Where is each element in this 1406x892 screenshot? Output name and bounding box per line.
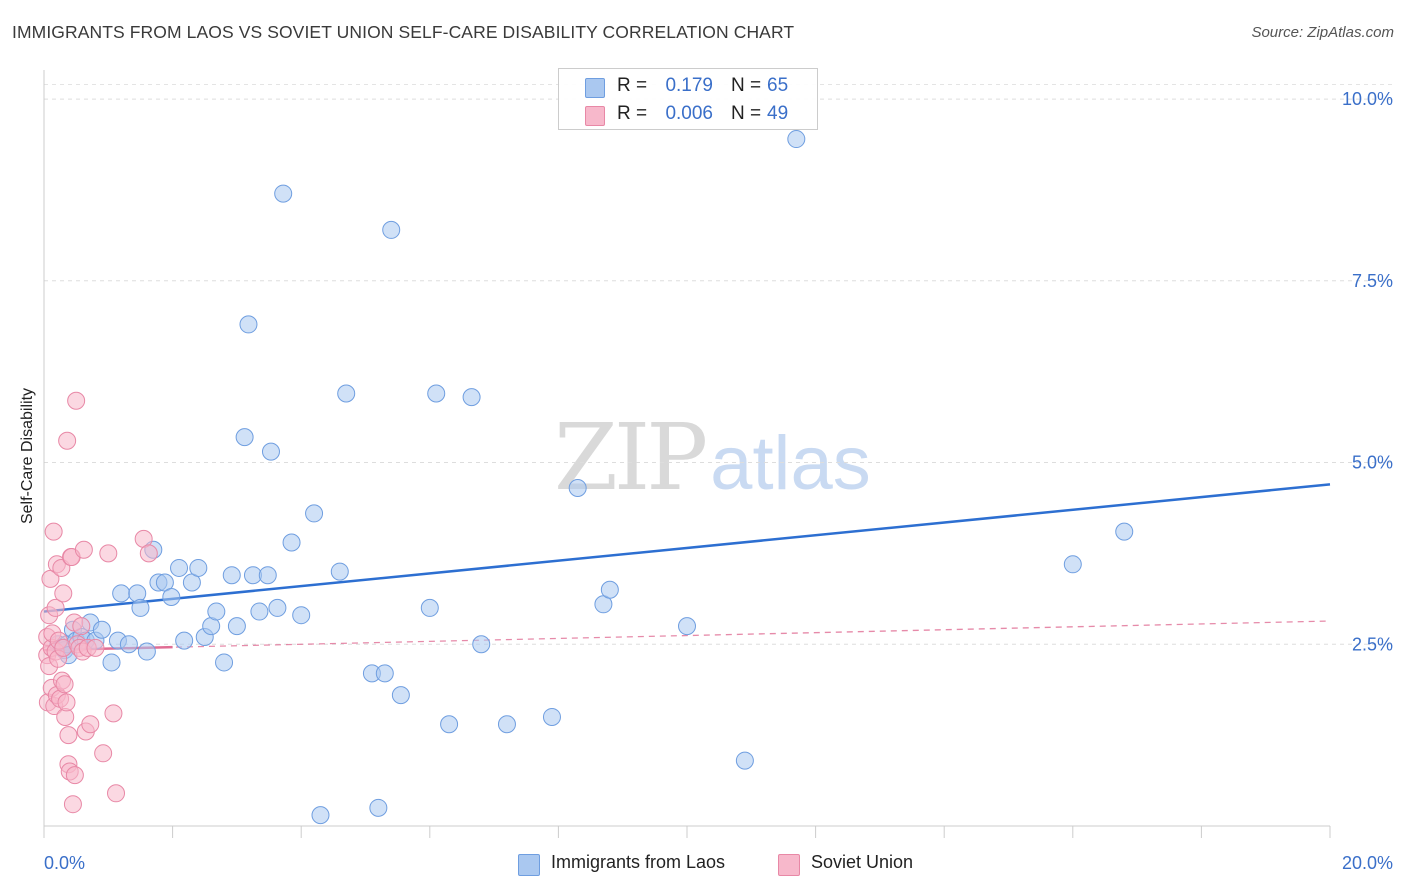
laos-point	[568, 478, 587, 497]
soviet-point	[65, 766, 84, 785]
source-label: Source: ZipAtlas.com	[1251, 24, 1394, 41]
laos-point	[497, 715, 516, 734]
soviet-point	[54, 584, 73, 603]
laos-point	[440, 715, 459, 734]
laos-point	[162, 588, 181, 607]
laos-point	[92, 620, 111, 639]
laos-point	[391, 686, 410, 705]
soviet-point	[94, 744, 113, 763]
laos-point	[292, 606, 311, 625]
axes	[43, 70, 1331, 838]
laos-point	[112, 584, 131, 603]
r-value: 0.179	[665, 75, 713, 96]
y-tick-label: 10.0%	[1342, 89, 1393, 109]
laos-point	[261, 442, 280, 461]
laos-point	[427, 384, 446, 403]
stats-row-soviet: R = 0.006 N = 49	[559, 100, 817, 128]
laos-point	[268, 598, 287, 617]
x-tick-label: 0.0%	[44, 853, 85, 873]
laos-point	[131, 598, 150, 617]
soviet-point	[74, 540, 93, 559]
legend-swatch-laos	[518, 854, 540, 876]
laos-point	[311, 806, 330, 825]
soviet-point	[67, 391, 86, 410]
tick-labels: 2.5% 5.0% 7.5% 10.0% 0.0% 20.0%	[44, 89, 1393, 873]
r-value: 0.006	[665, 103, 713, 124]
laos-point	[239, 315, 258, 334]
laos-point	[175, 631, 194, 650]
laos-point	[472, 635, 491, 654]
soviet-point	[59, 726, 78, 745]
laos-point	[420, 598, 439, 617]
laos-point	[102, 653, 121, 672]
x-tick-label: 20.0%	[1342, 853, 1393, 873]
soviet-point	[44, 522, 63, 541]
soviet-point	[72, 617, 91, 636]
laos-point	[375, 664, 394, 683]
n-value: 49	[767, 103, 789, 124]
y-tick-label: 2.5%	[1352, 634, 1393, 654]
laos-trend-line	[43, 483, 1331, 613]
soviet-swatch	[585, 106, 605, 126]
laos-point	[369, 798, 388, 817]
soviet-point	[46, 598, 65, 617]
laos-point	[678, 617, 696, 636]
y-axis-label: Self-Care Disability	[19, 387, 36, 525]
data-points	[38, 130, 1134, 825]
laos-point	[227, 617, 246, 636]
stats-row-laos: R = 0.179 N = 65	[559, 72, 817, 100]
soviet-point	[57, 693, 76, 712]
laos-point	[119, 635, 138, 654]
laos-point	[330, 562, 349, 581]
soviet-point	[104, 704, 123, 723]
laos-point	[215, 653, 234, 672]
gridlines	[44, 84, 1392, 645]
laos-point	[235, 428, 254, 447]
r-label: R =	[617, 75, 648, 96]
legend-swatch-soviet	[778, 854, 800, 876]
laos-point	[207, 602, 226, 621]
laos-point	[462, 388, 481, 407]
soviet-point	[55, 675, 74, 694]
laos-point	[600, 580, 619, 599]
laos-swatch	[585, 78, 605, 98]
n-label: N =	[731, 75, 762, 96]
laos-point	[1063, 555, 1082, 574]
y-tick-label: 5.0%	[1352, 453, 1393, 473]
soviet-trend-line-dashed	[43, 620, 1331, 651]
laos-point	[128, 584, 147, 603]
soviet-point	[86, 638, 105, 657]
laos-point	[787, 130, 806, 149]
soviet-point	[99, 544, 118, 563]
laos-point	[222, 566, 241, 585]
legend-label-laos: Immigrants from Laos	[551, 852, 726, 872]
legend-label-soviet: Soviet Union	[811, 852, 914, 872]
laos-point	[337, 384, 356, 403]
laos-point	[382, 220, 401, 239]
laos-point	[735, 751, 754, 770]
laos-point	[282, 533, 301, 552]
soviet-point	[63, 795, 82, 814]
soviet-point	[139, 544, 158, 563]
y-tick-label: 7.5%	[1352, 271, 1393, 291]
soviet-point	[58, 431, 77, 450]
laos-point	[258, 566, 277, 585]
laos-point	[250, 602, 269, 621]
series-legend: Immigrants from Laos Soviet Union	[0, 852, 1406, 876]
soviet-point	[107, 784, 126, 803]
chart-title: IMMIGRANTS FROM LAOS VS SOVIET UNION SEL…	[12, 22, 795, 42]
soviet-point	[81, 715, 100, 734]
stats-legend: R = 0.179 N = 65 R = 0.006 N = 49	[558, 68, 818, 130]
laos-point	[189, 558, 208, 577]
laos-point	[1115, 522, 1134, 541]
n-value: 65	[767, 75, 789, 96]
r-label: R =	[617, 103, 648, 124]
laos-point	[170, 558, 189, 577]
laos-point	[542, 707, 561, 726]
n-label: N =	[731, 103, 762, 124]
laos-point	[305, 504, 324, 523]
laos-point	[274, 184, 293, 203]
laos-point	[137, 642, 156, 661]
